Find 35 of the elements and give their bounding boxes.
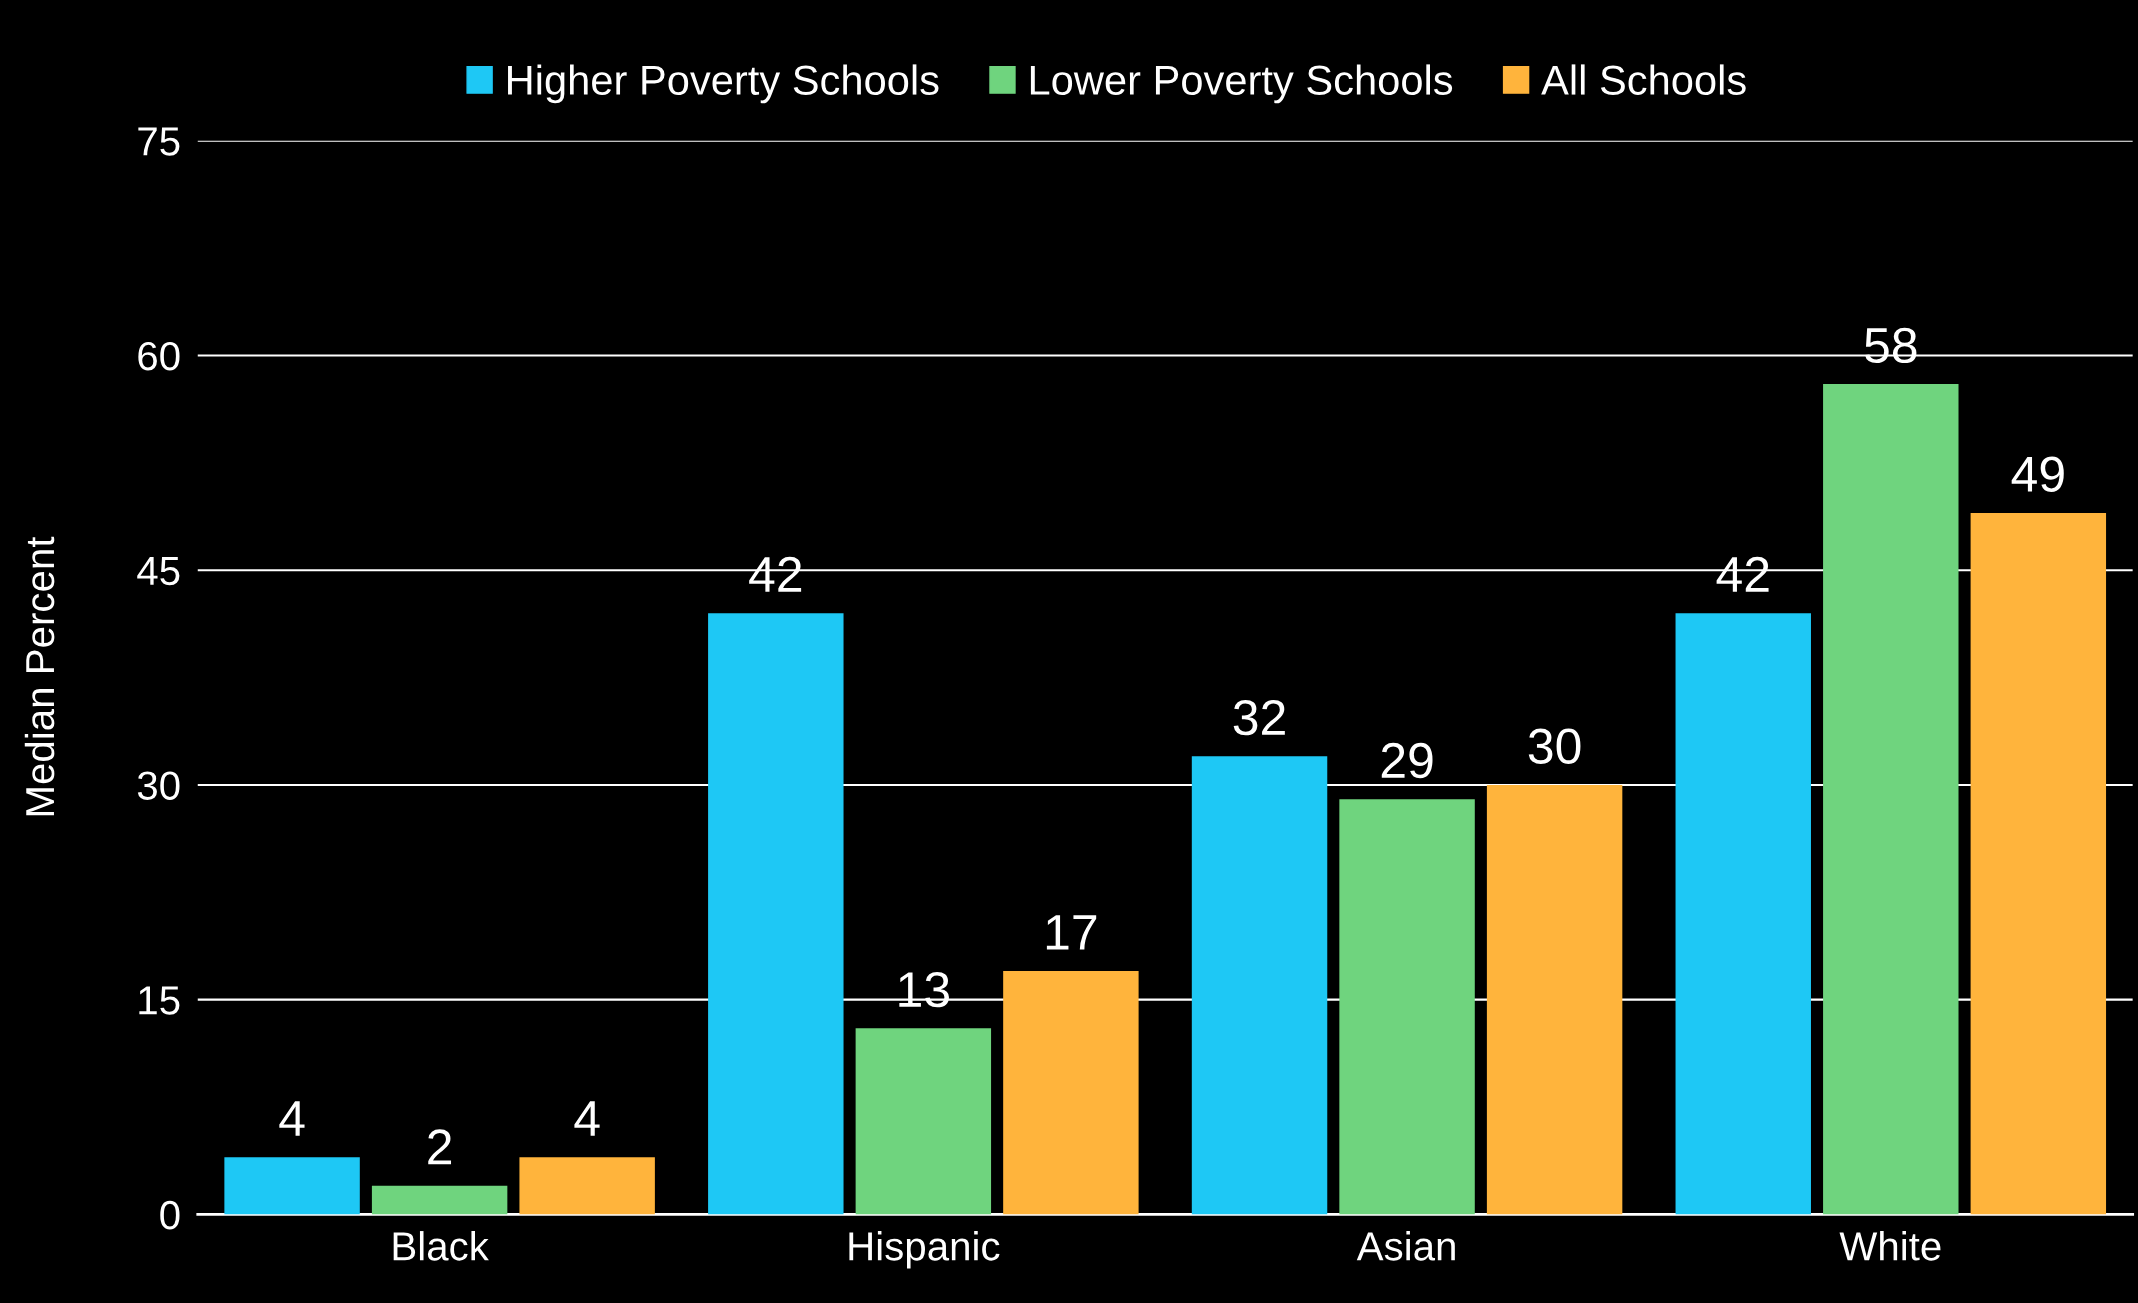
y-tick-label: 60: [138, 341, 180, 371]
data-label: 2: [428, 1129, 452, 1165]
bar: [1339, 799, 1475, 1215]
x-tick-label: Black: [393, 1231, 489, 1261]
data-label: 4: [279, 1101, 305, 1136]
y-axis-title: Median Percent: [24, 536, 55, 816]
bar: [855, 1028, 992, 1215]
bar: [519, 1157, 655, 1215]
data-label: 32: [1233, 699, 1285, 736]
bar: [708, 613, 844, 1215]
data-label: 49: [2011, 456, 2064, 492]
data-label: 58: [1864, 327, 1917, 364]
bar: [371, 1185, 508, 1215]
y-tick-label: 30: [137, 771, 180, 800]
x-tick-label: Hispanic: [849, 1231, 1000, 1269]
y-tick-label: 75: [138, 127, 180, 156]
bar: [1675, 613, 1811, 1215]
data-label: 30: [1528, 728, 1581, 764]
data-label: 17: [1046, 915, 1097, 950]
legend-label: All Schools: [1541, 64, 1746, 95]
y-tick-label: 0: [160, 1200, 180, 1230]
y-tick-label: 45: [137, 557, 180, 586]
bar: [1486, 784, 1623, 1215]
bar: [1823, 384, 1959, 1215]
x-tick-label: White: [1839, 1231, 1941, 1261]
bar: [224, 1157, 360, 1215]
data-label: 4: [574, 1101, 600, 1136]
legend-label: Lower Poverty Schools: [1030, 64, 1453, 104]
x-tick-label: Asian: [1356, 1231, 1455, 1261]
bar: [1191, 756, 1328, 1215]
data-label: 29: [1381, 742, 1433, 779]
bar: [1003, 971, 1139, 1215]
y-tick-label: 15: [139, 986, 180, 1015]
bar: [1970, 512, 2107, 1215]
legend-label: Higher Poverty Schools: [508, 64, 939, 104]
